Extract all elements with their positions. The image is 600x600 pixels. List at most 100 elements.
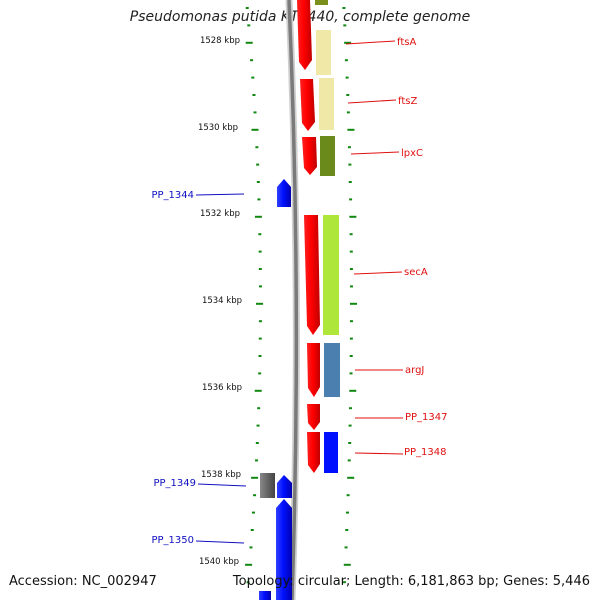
minor-tick bbox=[256, 163, 260, 166]
gene-label-PP_1347[interactable]: PP_1347 bbox=[405, 412, 448, 423]
minor-tick bbox=[349, 372, 353, 375]
minor-tick bbox=[346, 111, 350, 114]
minor-tick bbox=[349, 285, 353, 288]
major-tick bbox=[347, 476, 355, 479]
minor-tick bbox=[253, 494, 257, 497]
minor-tick bbox=[256, 424, 260, 427]
major-tick bbox=[349, 389, 357, 392]
cds-PP_1348[interactable] bbox=[307, 432, 320, 473]
minor-tick bbox=[252, 94, 256, 96]
gene-label-lpxC[interactable]: lpxC bbox=[401, 148, 423, 159]
minor-tick bbox=[247, 24, 251, 27]
minor-tick bbox=[349, 320, 353, 323]
gene-label-PP_1349[interactable]: PP_1349 bbox=[153, 478, 196, 489]
minor-tick bbox=[345, 529, 349, 531]
cog-track bbox=[315, 0, 340, 473]
cog-argJ[interactable] bbox=[324, 343, 340, 397]
gene-label-ftsZ[interactable]: ftsZ bbox=[398, 96, 417, 107]
gene-label-PP_1350[interactable]: PP_1350 bbox=[151, 535, 194, 546]
cds-PP_1350[interactable] bbox=[276, 499, 292, 600]
major-tick bbox=[349, 215, 357, 218]
cog-ftsA[interactable] bbox=[316, 30, 331, 75]
minor-tick bbox=[348, 424, 352, 427]
minor-tick bbox=[348, 442, 352, 444]
minor-tick bbox=[255, 146, 259, 149]
minor-tick bbox=[345, 511, 349, 514]
minor-tick bbox=[349, 198, 353, 201]
accession-text: Accession: NC_002947 bbox=[9, 574, 157, 589]
minor-tick bbox=[342, 581, 346, 584]
gene-label-argJ[interactable]: argJ bbox=[405, 365, 424, 376]
minor-tick bbox=[258, 233, 262, 236]
minor-tick bbox=[349, 268, 353, 270]
minor-tick bbox=[258, 250, 262, 253]
major-tick bbox=[347, 128, 355, 131]
cog-ftsZ[interactable] bbox=[319, 78, 334, 130]
minor-tick bbox=[348, 181, 352, 183]
cds-lpxC[interactable] bbox=[302, 137, 317, 175]
minor-tick bbox=[257, 198, 261, 201]
cds-PP_1349[interactable] bbox=[277, 475, 292, 498]
major-tick bbox=[349, 302, 357, 305]
leader-line bbox=[354, 452, 404, 455]
major-tick bbox=[245, 563, 253, 566]
minor-tick bbox=[253, 111, 257, 114]
major-tick bbox=[255, 302, 263, 305]
cog-secA[interactable] bbox=[323, 215, 339, 335]
minor-tick bbox=[349, 250, 353, 253]
minor-tick bbox=[347, 459, 351, 462]
minor-tick bbox=[344, 59, 348, 62]
leader-line bbox=[195, 193, 245, 196]
kbp-label: 1530 kbp bbox=[198, 123, 238, 133]
gene-label-PP_1348[interactable]: PP_1348 bbox=[404, 447, 447, 458]
cds-PP_1344[interactable] bbox=[277, 179, 291, 207]
minor-tick bbox=[348, 163, 352, 166]
minor-tick bbox=[255, 442, 259, 444]
cds-secA[interactable] bbox=[304, 215, 320, 335]
cds-grey-1349[interactable] bbox=[260, 473, 275, 498]
cds-ftsA[interactable] bbox=[297, 0, 312, 70]
minor-tick bbox=[257, 407, 261, 410]
minor-tick bbox=[258, 320, 262, 323]
gene-label-ftsA[interactable]: ftsA bbox=[397, 37, 416, 48]
minor-tick bbox=[347, 146, 351, 149]
cds-argJ[interactable] bbox=[307, 343, 320, 397]
minor-tick bbox=[342, 7, 346, 9]
leader-line bbox=[347, 99, 397, 104]
kbp-label: 1538 kbp bbox=[201, 470, 241, 480]
minor-tick bbox=[246, 581, 250, 584]
minor-tick bbox=[250, 529, 254, 531]
minor-tick bbox=[343, 24, 347, 27]
cog-lpxC[interactable] bbox=[320, 136, 335, 176]
cog-ftsA-top bbox=[315, 0, 328, 5]
major-tick bbox=[251, 128, 259, 131]
minor-tick bbox=[250, 59, 254, 62]
cds-bottom-blue[interactable] bbox=[259, 591, 271, 600]
genome-summary-text: Topology: circular; Length: 6,181,863 bp… bbox=[232, 574, 590, 589]
gene-label-PP_1344[interactable]: PP_1344 bbox=[151, 190, 194, 201]
genome-backbone-core bbox=[287, 0, 299, 600]
leader-line bbox=[350, 151, 400, 155]
tick-marks bbox=[245, 7, 357, 584]
minor-tick bbox=[245, 7, 249, 9]
gene-label-secA[interactable]: secA bbox=[404, 267, 428, 278]
minor-tick bbox=[346, 494, 350, 497]
axis-labels: 1528 kbp 1530 kbp 1532 kbp 1534 kbp 1536… bbox=[198, 36, 242, 567]
cds-PP_1347[interactable] bbox=[307, 404, 320, 430]
minor-tick bbox=[256, 181, 260, 183]
leader-line bbox=[345, 40, 396, 45]
minor-tick bbox=[348, 407, 352, 410]
major-tick bbox=[254, 215, 262, 218]
right-gene-labels: ftsA ftsZ lpxC secA argJ PP_1347 PP_1348 bbox=[345, 37, 448, 458]
minor-tick bbox=[349, 355, 353, 357]
cog-PP_1348[interactable] bbox=[324, 432, 338, 473]
minor-tick bbox=[258, 372, 262, 375]
cds-ftsZ[interactable] bbox=[300, 79, 315, 131]
leader-line bbox=[197, 483, 247, 487]
minor-tick bbox=[251, 511, 255, 514]
kbp-label: 1536 kbp bbox=[202, 383, 242, 393]
minor-tick bbox=[349, 337, 353, 340]
minor-tick bbox=[345, 76, 349, 79]
kbp-label: 1528 kbp bbox=[200, 36, 240, 46]
